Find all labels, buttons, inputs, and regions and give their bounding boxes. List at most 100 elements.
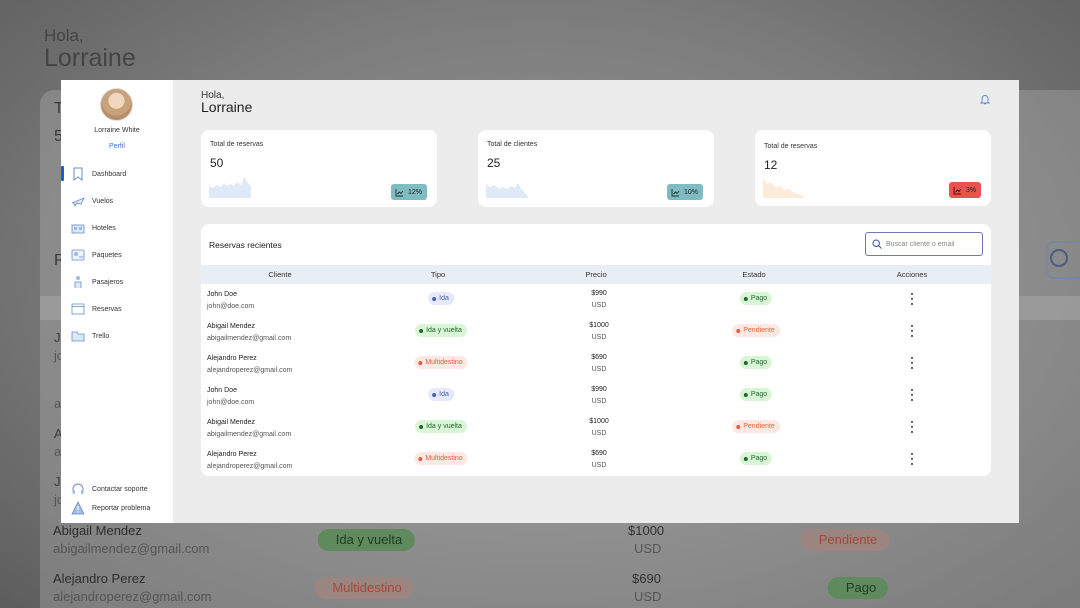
change-value: 3%: [966, 186, 977, 194]
table-row: Abigail Mendez abigailmendez@gmail.com I…: [201, 412, 991, 444]
sidebar-item-label: Trello: [92, 332, 110, 340]
sidebar-item-paquetes[interactable]: Paquetes: [61, 246, 173, 264]
change-badge: 3%: [949, 182, 982, 198]
background-table-row: Alejandro Perez alejandroperez@gmail.com…: [0, 571, 1080, 608]
type-badge: Ida y vuelta: [415, 324, 467, 337]
client-name: Alejandro Perez: [207, 451, 257, 458]
search-input[interactable]: [886, 240, 976, 248]
price-currency: USD: [591, 366, 607, 373]
background-fragment: T: [54, 100, 64, 117]
background-fragment: a: [54, 444, 62, 459]
client-email: alejandroperez@gmail.com: [207, 463, 293, 470]
price-amount: $1000: [589, 322, 609, 329]
trend-down-icon: [953, 186, 962, 194]
background-client-email: abigailmendez@gmail.com: [53, 541, 210, 556]
status-badge: Pendiente: [732, 420, 780, 433]
price-amount: $690: [591, 354, 607, 361]
sidebar-item-hoteles[interactable]: Hoteles: [61, 219, 173, 237]
more-actions-icon[interactable]: [909, 357, 915, 369]
search-box[interactable]: [865, 232, 983, 256]
column-header-acciones: Acciones: [896, 270, 928, 279]
search-icon: [872, 239, 882, 249]
greeting-name: Lorraine: [201, 99, 253, 115]
background-fragment: al: [54, 396, 65, 411]
change-value: 10%: [684, 188, 699, 196]
table-row: Abigail Mendez abigailmendez@gmail.com I…: [201, 316, 991, 348]
sparkline: [209, 177, 251, 198]
more-actions-icon[interactable]: [909, 325, 915, 337]
type-badge: Ida: [428, 388, 454, 401]
trend-up-icon: [395, 188, 404, 196]
card-value: 12: [764, 158, 778, 172]
background-client-name: Abigail Mendez: [53, 523, 142, 538]
background-fragment: A: [54, 426, 63, 441]
stat-card: Total de clientes 25 10%: [478, 130, 714, 207]
sidebar-item-label: Dashboard: [92, 170, 127, 178]
column-header-estado[interactable]: Estado: [742, 270, 766, 279]
client-email: john@doe.com: [207, 303, 255, 310]
client-email: john@doe.com: [207, 399, 255, 406]
status-badge: Pago: [739, 388, 773, 401]
background-type-badge: Ida y vuelta: [317, 529, 415, 551]
sidebar-item-pasajeros[interactable]: Pasajeros: [61, 273, 173, 291]
trend-up-icon: [671, 188, 680, 196]
avatar[interactable]: [100, 88, 133, 121]
client-name: Abigail Mendez: [207, 323, 255, 330]
sparkline: [486, 183, 528, 198]
status-badge: Pendiente: [732, 324, 780, 337]
bell-icon[interactable]: [979, 92, 991, 105]
sidebar-item-dashboard[interactable]: Dashboard: [61, 165, 173, 183]
price-amount: $690: [591, 450, 607, 457]
sidebar-item-trello[interactable]: Trello: [61, 327, 173, 345]
more-actions-icon[interactable]: [909, 293, 915, 305]
sidebar-item-label: Vuelos: [92, 197, 114, 205]
sidebar-item-label: Contactar soporte: [92, 485, 148, 493]
card-value: 50: [210, 156, 224, 170]
client-name: John Doe: [207, 387, 237, 394]
status-badge: Pago: [739, 292, 773, 305]
card-title: Total de reservas: [210, 141, 264, 148]
profile-link[interactable]: Perfil: [109, 143, 125, 150]
sidebar-item-vuelos[interactable]: Vuelos: [61, 192, 173, 210]
panel-title: Reservas recientes: [209, 240, 282, 250]
price-amount: $990: [591, 290, 607, 297]
more-actions-icon[interactable]: [909, 453, 915, 465]
more-actions-icon[interactable]: [909, 421, 915, 433]
plane-icon: [71, 194, 85, 208]
background-client-email: alejandroperez@gmail.com: [53, 589, 212, 604]
change-badge: 12%: [391, 184, 428, 200]
main-content: Hola, Lorraine Total de reservas 50 12% …: [173, 80, 1019, 523]
background-status-badge: Pago: [827, 577, 889, 599]
sidebar-item-label: Pasajeros: [92, 278, 124, 286]
column-header-tipo[interactable]: Tipo: [430, 270, 446, 279]
price-currency: USD: [591, 462, 607, 469]
price-amount: $1000: [589, 418, 609, 425]
column-header-cliente[interactable]: Cliente: [268, 270, 292, 279]
sparkline: [763, 178, 805, 198]
client-email: abigailmendez@gmail.com: [207, 335, 292, 342]
more-actions-icon[interactable]: [909, 389, 915, 401]
table-header: Cliente Tipo Precio Estado Acciones: [201, 265, 991, 284]
report-problem-link[interactable]: Reportar problema: [61, 499, 173, 517]
sidebar: Lorraine White Perfil Dashboard Vuelos H…: [61, 80, 173, 523]
package-icon: [71, 248, 85, 262]
background-search-box: [1046, 241, 1080, 279]
table-row: Alejandro Perez alejandroperez@gmail.com…: [201, 444, 991, 476]
status-badge: Pago: [739, 356, 773, 369]
card-title: Total de clientes: [487, 141, 538, 148]
background-greeting: Hola, Lorraine: [44, 26, 136, 71]
window-icon: [71, 302, 85, 316]
column-header-precio[interactable]: Precio: [585, 270, 607, 279]
stat-card: Total de reservas 50 12%: [201, 130, 437, 207]
contact-support-link[interactable]: Contactar soporte: [61, 480, 173, 498]
sidebar-item-reservas[interactable]: Reservas: [61, 300, 173, 318]
background-status-badge: Pendiente: [800, 529, 890, 551]
type-badge: Multidestino: [414, 356, 468, 369]
background-currency: USD: [634, 541, 662, 556]
status-badge: Pago: [739, 452, 773, 465]
folder-icon: [71, 329, 85, 343]
client-name: Abigail Mendez: [207, 419, 255, 426]
hotel-icon: [71, 221, 85, 235]
price-currency: USD: [591, 302, 607, 309]
background-hola: Hola,: [44, 26, 84, 45]
